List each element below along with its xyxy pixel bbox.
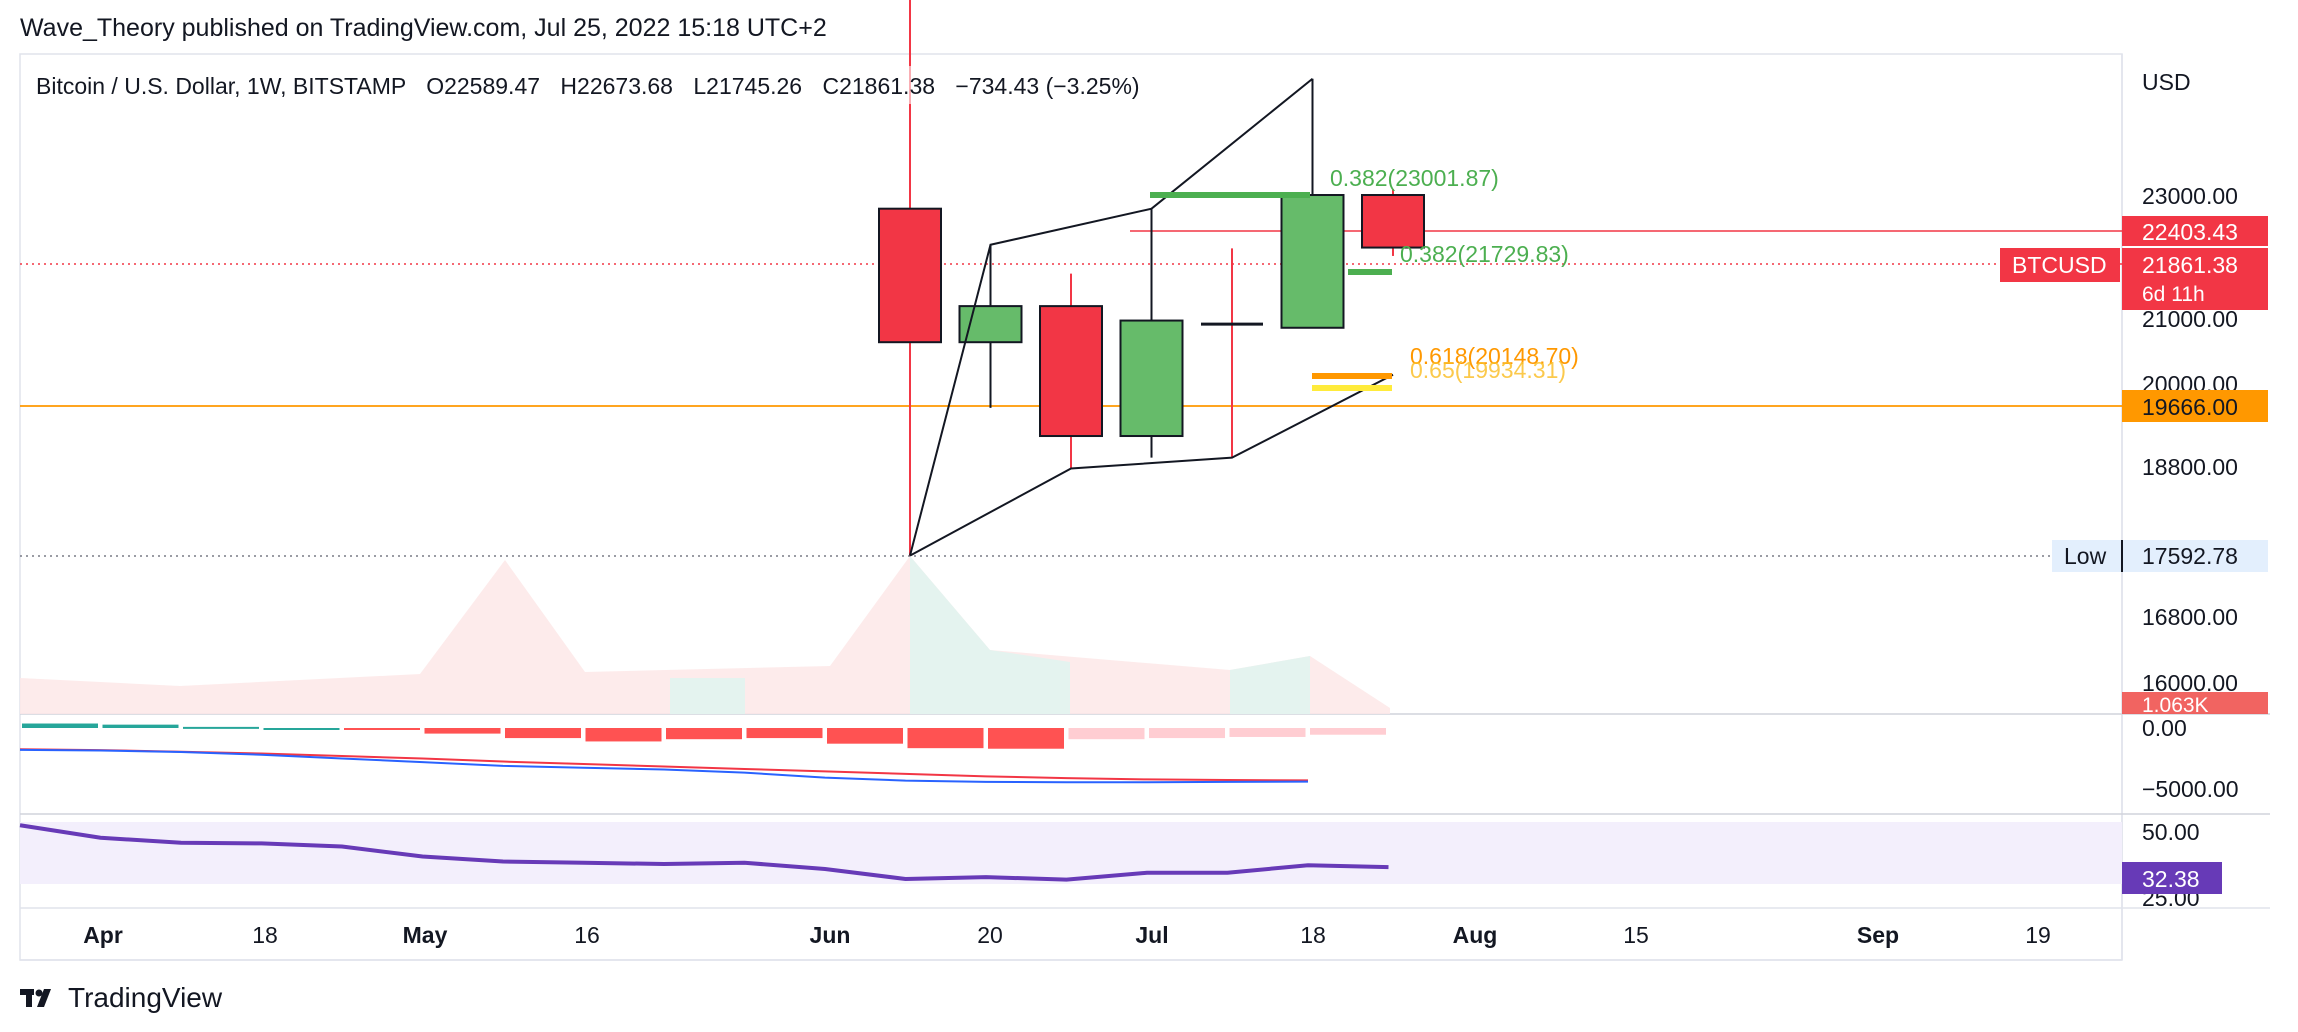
volume-area-up <box>910 556 1070 714</box>
macd-histogram-bar <box>183 726 259 729</box>
countdown-text: 6d 11h <box>2142 283 2205 306</box>
publisher-line: Wave_Theory published on TradingView.com… <box>20 14 827 42</box>
candle-body <box>958 305 1023 344</box>
ohlc-high: H22673.68 <box>560 73 673 99</box>
macd-histogram-bar <box>666 728 742 740</box>
rsi-tag <box>2122 862 2222 894</box>
time-tick-label: 16 <box>574 922 600 948</box>
macd-layer <box>19 723 1386 784</box>
time-tick-label: 18 <box>252 922 278 948</box>
legend-backdrop <box>26 66 1206 104</box>
price-tick-label: 18800.00 <box>2142 454 2238 480</box>
time-tick-label: 15 <box>1623 922 1649 948</box>
macd-histogram-bar <box>907 728 984 749</box>
time-tick-label: May <box>403 922 448 948</box>
candle-body <box>878 207 942 344</box>
candle-body <box>1280 194 1345 329</box>
macd-histogram-bar <box>1310 728 1386 735</box>
symbol-name: Bitcoin / U.S. Dollar, 1W, BITSTAMP <box>36 73 406 99</box>
macd-histogram-bar <box>505 728 581 739</box>
macd-line <box>19 748 1309 784</box>
rsi-layer <box>19 823 1389 882</box>
macd-histogram-bar <box>1068 728 1145 740</box>
ticker-tag-text: BTCUSD <box>2012 252 2107 278</box>
price-tick-label: 23000.00 <box>2142 183 2238 209</box>
time-tick-label: Aug <box>1453 922 1498 948</box>
macd-histogram-bar <box>827 728 903 744</box>
candles-layer <box>878 0 1425 556</box>
support-tag <box>2122 390 2268 422</box>
macd-histogram-bar <box>22 723 98 728</box>
rsi-tick-label: 50.00 <box>2142 819 2200 845</box>
pattern-line-upper <box>909 78 1314 556</box>
volume-area-up <box>1230 656 1310 714</box>
last-price-text: 21861.38 <box>2142 252 2238 278</box>
pattern-line-lower <box>909 373 1394 557</box>
macd-tick-label: 0.00 <box>2142 715 2187 741</box>
rsi-tag-text: 32.38 <box>2142 866 2200 892</box>
time-tick-label: Sep <box>1857 922 1899 948</box>
ticker-tag <box>2000 248 2120 282</box>
symbol-legend: Bitcoin / U.S. Dollar, 1W, BITSTAMP O225… <box>36 73 1140 99</box>
tag-22403-text: 22403.43 <box>2142 219 2238 245</box>
time-tick-label: 19 <box>2025 922 2051 948</box>
macd-histogram-bar <box>988 728 1064 749</box>
time-tick-label: Jul <box>1135 922 1168 948</box>
rsi-band <box>20 822 2122 884</box>
fib-382-upper-label: 0.382(23001.87) <box>1330 165 1499 191</box>
time-tick-label: Apr <box>83 922 123 948</box>
low-tag-label: Low <box>2064 543 2107 569</box>
footer-brand[interactable]: TradingView <box>68 982 223 1013</box>
tradingview-logo-icon <box>20 989 51 1007</box>
time-ticks: Apr 18 May 16 Jun 20 Jul 18 Aug 15 Sep 19 <box>83 922 2051 948</box>
time-tick-label: 18 <box>1300 922 1326 948</box>
price-tick-label: 21000.00 <box>2142 306 2238 332</box>
currency-label: USD <box>2142 69 2191 95</box>
price-change: −734.43 (−3.25%) <box>955 73 1139 99</box>
candle-body <box>1039 305 1103 438</box>
time-tick-label: 20 <box>977 922 1003 948</box>
support-tag-text: 19666.00 <box>2142 394 2238 420</box>
macd-histogram-bar <box>263 728 340 730</box>
candle-body <box>1361 194 1425 249</box>
low-tag <box>2052 540 2268 572</box>
ohlc-open: O22589.47 <box>426 73 540 99</box>
pattern-layer <box>909 78 1394 557</box>
low-tag-value: 17592.78 <box>2142 543 2238 569</box>
macd-histogram-bar <box>746 728 823 739</box>
ohlc-close: C21861.38 <box>822 73 935 99</box>
price-tick-label: 16000.00 <box>2142 670 2238 696</box>
fib-618-label: 0.618(20148.70) <box>1410 343 1579 369</box>
volume-tag <box>2122 692 2268 714</box>
macd-histogram-bar <box>102 724 179 728</box>
candle-body <box>1119 319 1184 438</box>
macd-histogram-bar <box>1149 728 1225 739</box>
price-ticks: 23000.0021000.0020000.0018800.0016800.00… <box>2142 183 2239 911</box>
rsi-line <box>19 823 1389 882</box>
volume-tag-text: 1.063K <box>2142 694 2209 717</box>
fib-65-label: 0.65(19934.31) <box>1410 357 1566 383</box>
tag-22403 <box>2122 216 2268 246</box>
macd-histogram-bar <box>585 728 662 742</box>
macd-histogram-bar <box>1229 728 1306 737</box>
volume-layer <box>20 556 1390 714</box>
ohlc-low: L21745.26 <box>693 73 802 99</box>
volume-area-up <box>670 678 745 714</box>
time-tick-label: Jun <box>810 922 851 948</box>
macd-tick-label: −5000.00 <box>2142 776 2239 802</box>
footer: TradingView <box>20 982 222 1014</box>
macd-histogram-bar <box>344 728 420 730</box>
fib-382-lower-label: 0.382(21729.83) <box>1400 241 1569 267</box>
macd-histogram-bar <box>424 728 501 734</box>
price-tick-label: 16800.00 <box>2142 604 2238 630</box>
last-price-tag <box>2122 248 2268 310</box>
